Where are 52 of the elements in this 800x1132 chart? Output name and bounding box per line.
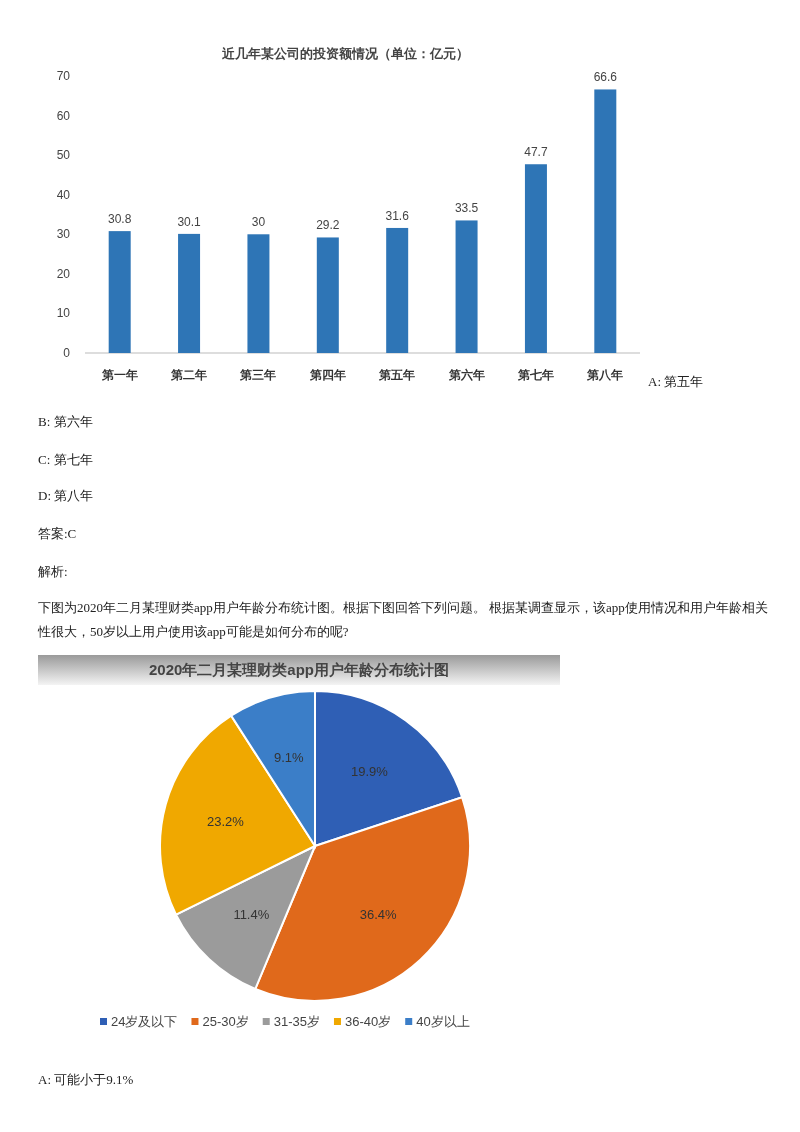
data-label: 23.2% (206, 814, 245, 830)
data-label: 30.1 (177, 214, 202, 229)
data-label: 66.6 (593, 70, 618, 85)
bar (594, 89, 617, 353)
x-tick-label: 第三年 (239, 368, 277, 382)
y-tick-label: 10 (56, 306, 71, 321)
bar (316, 237, 339, 353)
data-label: 33.5 (454, 201, 479, 216)
bar (386, 227, 409, 353)
bar (524, 164, 547, 353)
y-tick-label: 70 (56, 69, 71, 83)
x-tick-label: 第八年 (586, 368, 624, 382)
data-label: 11.4% (233, 906, 270, 922)
y-tick-label: 0 (63, 346, 71, 360)
bar (455, 220, 478, 353)
data-label: 47.7 (524, 145, 548, 160)
legend-label: 25-30岁 (202, 1014, 249, 1029)
bar (247, 234, 270, 353)
x-tick-label: 第一年 (100, 368, 138, 382)
text: C: 第七年 (38, 451, 93, 469)
data-label: 30 (251, 215, 266, 230)
chart-title: 近几年某公司的投资额情况（单位：亿元） (220, 46, 469, 61)
y-tick-label: 30 (56, 227, 71, 242)
y-tick-label: 60 (56, 108, 71, 123)
x-tick-label: 第四年 (308, 368, 346, 382)
text: D: 第八年 (38, 487, 94, 505)
chart-title: 2020年二月某理财类app用户年龄分布统计图 (148, 661, 450, 678)
y-tick-label: 50 (56, 148, 71, 163)
x-tick-label: 第二年 (170, 368, 208, 382)
legend-label: 40岁以上 (416, 1014, 470, 1029)
text: B: 第六年 (38, 413, 93, 431)
y-tick-label: 20 (56, 266, 71, 281)
x-tick-label: 第五年 (378, 368, 416, 382)
text: 下图为2020年二月某理财类app用户年龄分布统计图。根据下图回答下列问题。 根据某调查显示，该app使用情况和用户年龄相关性很大，50岁以上用户使用该app可能是如何分布的呢? (38, 599, 769, 641)
y-tick-label: 40 (56, 187, 71, 202)
data-label: 30.8 (108, 212, 132, 227)
bar (178, 233, 201, 353)
data-label: 36.4% (359, 907, 398, 923)
legend-label: 24岁及以下 (111, 1014, 178, 1029)
text: 答案:C (38, 525, 77, 543)
text: 解析: (38, 563, 68, 581)
legend-label: 36-40岁 (344, 1014, 392, 1029)
text: A: 第五年 (648, 373, 704, 391)
data-label: 19.9% (350, 763, 389, 779)
data-label: 31.6 (385, 208, 410, 223)
bar (108, 231, 131, 353)
text: A: 可能小于9.1% (38, 1071, 134, 1089)
data-label: 29.2 (316, 218, 340, 233)
x-tick-label: 第七年 (516, 368, 554, 382)
x-tick-label: 第六年 (447, 368, 485, 382)
data-label: 9.1% (273, 749, 305, 765)
legend-label: 31-35岁 (273, 1014, 320, 1029)
